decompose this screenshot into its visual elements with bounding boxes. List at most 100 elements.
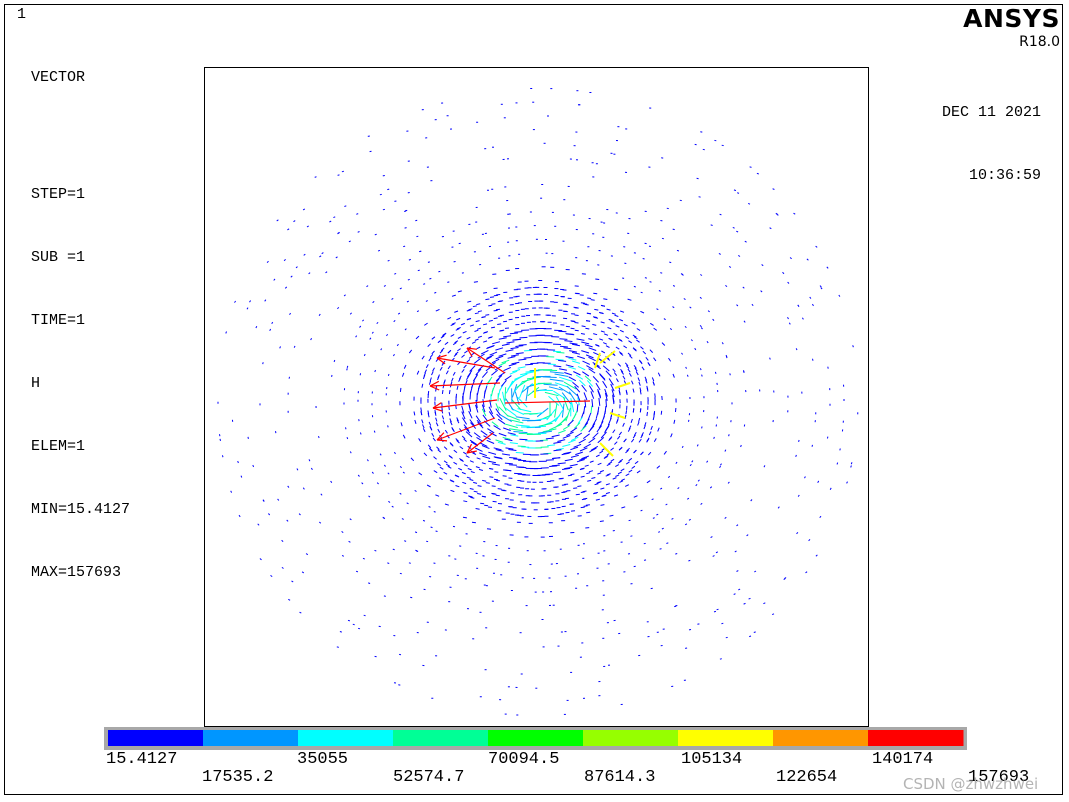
vector-arrow: [564, 466, 573, 470]
vector-arrow: [387, 562, 390, 564]
vector-arrow: [615, 474, 620, 477]
vector-arrow: [461, 354, 465, 358]
vector-arrow: [571, 351, 581, 355]
vector-arrow: [606, 463, 611, 467]
vector-arrow: [627, 298, 632, 301]
vector-arrow: [483, 340, 488, 343]
vector-arrow: [595, 454, 600, 458]
vector-arrow: [349, 518, 352, 521]
vector-arrow: [587, 297, 592, 299]
vector-arrow: [302, 487, 305, 490]
vector-arrow: [276, 219, 279, 222]
vector-arrow: [463, 500, 468, 503]
vector-arrow: [554, 373, 569, 377]
vector-arrow: [592, 418, 597, 427]
vector-arrow: [493, 478, 499, 481]
vector-arrow: [308, 272, 311, 275]
vector-arrow: [391, 505, 394, 508]
vector-arrow: [567, 474, 572, 477]
vector-arrow: [437, 374, 440, 379]
vector-arrow: [387, 472, 390, 475]
vector-arrow: [838, 294, 841, 297]
vector-arrow: [429, 380, 440, 387]
vector-arrow: [503, 469, 512, 472]
vector-arrow: [466, 443, 473, 454]
vector-arrow: [462, 386, 466, 395]
vector-arrow: [461, 471, 466, 475]
vector-arrow: [594, 352, 601, 369]
vector-arrow: [466, 359, 471, 363]
vector-arrow: [449, 421, 453, 426]
vector-arrow: [699, 296, 702, 299]
vector-arrow: [537, 430, 552, 434]
vector-arrow: [608, 461, 613, 465]
vector-arrow: [633, 336, 638, 340]
vector-arrow: [436, 357, 496, 369]
vector-arrow: [615, 464, 620, 468]
vector-arrow: [642, 350, 647, 355]
vector-arrow: [675, 461, 678, 465]
vector-arrow: [484, 385, 488, 394]
vector-arrow: [580, 506, 585, 509]
vector-arrow: [262, 362, 264, 365]
legend-swatch: [298, 730, 394, 746]
vector-arrow: [630, 535, 633, 537]
vector-arrow: [806, 258, 809, 261]
vector-arrow: [449, 443, 454, 447]
vector-arrow: [476, 327, 482, 330]
vector-arrow: [349, 312, 352, 315]
vector-arrow: [428, 421, 432, 426]
vector-arrow: [270, 574, 273, 578]
vector-arrow: [597, 437, 605, 444]
vector-arrow: [615, 419, 619, 424]
vector-arrow: [503, 320, 508, 323]
vector-arrow: [447, 365, 451, 370]
vector-arrow: [544, 391, 559, 397]
vector-arrow: [581, 350, 590, 354]
vector-arrow: [503, 335, 512, 338]
vector-arrow: [444, 341, 449, 346]
vector-arrow: [625, 410, 628, 415]
vector-arrow: [733, 189, 737, 192]
vector-arrow: [632, 347, 637, 351]
vector-arrow: [469, 460, 474, 463]
vector-arrow: [473, 432, 481, 438]
vector-arrow: [426, 540, 429, 543]
vector-arrow: [583, 505, 588, 507]
vector-arrow: [620, 368, 624, 373]
vector-arrow: [628, 457, 633, 462]
vector-arrow: [599, 520, 604, 522]
vector-arrow: [491, 303, 496, 305]
vector-arrow: [333, 216, 336, 219]
vector-arrow: [691, 460, 694, 463]
vector-arrow: [633, 285, 636, 288]
vector-arrow: [515, 345, 524, 347]
vector-arrow: [585, 327, 590, 330]
vector-arrow: [319, 255, 322, 258]
vector-arrow: [553, 441, 562, 444]
vector-arrow: [469, 365, 476, 372]
vector-arrow: [617, 363, 622, 367]
vector-arrow: [761, 264, 764, 267]
vector-arrow: [746, 534, 749, 537]
vector-arrow: [238, 514, 241, 518]
vector-arrow: [625, 390, 628, 396]
vector-arrow: [846, 481, 848, 484]
vector-arrow: [570, 398, 575, 413]
vector-arrow: [599, 374, 606, 381]
vector-arrow: [347, 619, 351, 622]
vector-arrow: [559, 376, 573, 382]
vector-arrow: [310, 337, 313, 341]
vector-arrow: [719, 213, 722, 216]
vector-arrow: [225, 331, 227, 334]
vector-arrow: [436, 446, 440, 450]
vector-arrow: [783, 578, 786, 581]
vector-arrow: [635, 371, 639, 376]
vector-plot-area[interactable]: [204, 67, 869, 727]
vector-arrow: [234, 300, 237, 303]
vector-arrow: [429, 385, 440, 391]
vector-arrow: [632, 408, 635, 413]
vector-arrow: [583, 497, 588, 500]
vector-arrow: [598, 311, 604, 314]
vector-arrow: [517, 445, 526, 447]
